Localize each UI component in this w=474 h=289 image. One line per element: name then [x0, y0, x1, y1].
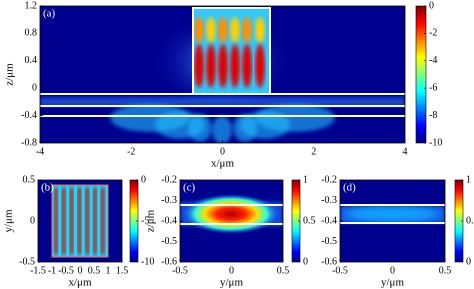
x-axis-label: y/μm [381, 277, 404, 289]
field-lobe [218, 17, 228, 43]
y-tick-label: -0.4 [161, 215, 177, 226]
x-tick-label: 1.5 [116, 265, 129, 276]
colorbar-tick-label: -5 [141, 215, 149, 226]
colorbar-tick-label: 0 [466, 256, 471, 267]
field-lobe [93, 187, 97, 255]
y-axis-label: z/μm [145, 209, 157, 232]
colorbar-tick-label: 0 [303, 256, 308, 267]
field-lobe [194, 44, 204, 88]
field-lobe [54, 187, 58, 255]
y-tick-label: 1.2 [25, 0, 38, 11]
colorbar [415, 5, 427, 144]
colorbar-tick-label: -4 [429, 55, 437, 66]
y-tick-label: -0.5 [161, 236, 177, 247]
y-tick-label: -0.3 [321, 195, 337, 206]
field-ray [255, 104, 335, 132]
field-lobe [194, 17, 204, 43]
field-lobe [230, 44, 240, 88]
y-tick-label: -0.5 [321, 236, 337, 247]
colorbar-tick-label: 0.5 [466, 215, 474, 226]
y-tick-label: -0.6 [321, 256, 337, 267]
x-tick-label: -1 [48, 265, 56, 276]
field-lobe [206, 17, 216, 43]
field-lobe [61, 187, 66, 255]
field-lobe [242, 44, 252, 88]
field-lobe [206, 44, 216, 88]
field-map [180, 180, 283, 262]
colorbar-tick-label: 1 [303, 174, 308, 185]
y-tick-label: -0.2 [161, 174, 177, 185]
field-lobe [100, 187, 105, 255]
field-ray [188, 114, 212, 142]
field-lobe [77, 187, 82, 255]
field-lobe [85, 187, 90, 255]
field-map [38, 180, 122, 262]
field-lobe [218, 44, 228, 88]
y-tick-label: -0.4 [21, 110, 37, 121]
colorbar-tick-label: 0.5 [303, 215, 316, 226]
field-lobe [242, 17, 252, 43]
x-axis-label: x/μm [68, 277, 91, 289]
y-tick-label: 0 [32, 82, 37, 93]
field-lobe [69, 187, 74, 255]
y-tick-label: -0.3 [161, 195, 177, 206]
x-tick-label: 2 [311, 146, 316, 157]
colorbar-tick-label: -2 [429, 28, 437, 39]
x-tick-label: 0 [390, 265, 395, 276]
x-tick-label: 0.5 [439, 265, 452, 276]
x-tick-label: -1.5 [30, 265, 46, 276]
field-map [340, 180, 445, 262]
y-tick-label: -0.2 [321, 174, 337, 185]
x-tick-label: 4 [403, 146, 408, 157]
y-tick-label: -0.6 [161, 256, 177, 267]
panel-label: (b) [41, 182, 54, 194]
field-lobe [230, 17, 240, 43]
y-tick-label: 0.5 [23, 174, 36, 185]
field-ray [212, 116, 232, 143]
field-lobe [255, 17, 265, 43]
y-tick-label: -0.5 [19, 256, 35, 267]
x-tick-label: 0 [78, 265, 83, 276]
panel-label: (d) [343, 182, 356, 194]
x-tick-label: -0.5 [172, 265, 188, 276]
colorbar-tick-label: 0 [141, 174, 146, 185]
x-tick-label: -4 [36, 146, 44, 157]
y-tick-label: -0.8 [21, 137, 37, 148]
waveguide-outline [51, 184, 109, 258]
colorbar-tick-label: -8 [429, 110, 437, 121]
colorbar-tick-label: 1 [466, 174, 471, 185]
x-tick-label: 0.5 [88, 265, 101, 276]
x-tick-label: -0.5 [58, 265, 74, 276]
x-tick-label: 0.5 [277, 265, 290, 276]
panel-label: (a) [43, 8, 56, 20]
field-band [40, 97, 405, 107]
x-tick-label: 0 [229, 265, 234, 276]
y-tick-label: 0 [30, 215, 35, 226]
field-lobe [255, 44, 265, 88]
field-map [40, 6, 405, 143]
x-axis-label: y/μm [220, 277, 243, 289]
y-axis-label: y/μm [3, 209, 15, 232]
field-spot [183, 194, 279, 234]
panel-label: (c) [183, 182, 196, 194]
y-tick-label: 0.8 [25, 28, 38, 39]
colorbar-tick-label: -10 [141, 256, 154, 267]
colorbar-tick-label: -6 [429, 82, 437, 93]
y-axis-label: z/μm [4, 63, 16, 86]
field-spot [347, 206, 437, 222]
colorbar-tick-label: -10 [429, 137, 442, 148]
x-axis-label: x/μm [211, 158, 234, 170]
y-tick-label: -0.4 [321, 215, 337, 226]
y-tick-label: 0.4 [25, 55, 38, 66]
colorbar-tick-label: 0 [429, 0, 434, 11]
x-tick-label: 1 [106, 265, 111, 276]
x-tick-label: -0.5 [332, 265, 348, 276]
x-tick-label: 0 [220, 146, 225, 157]
x-tick-label: -2 [127, 146, 135, 157]
